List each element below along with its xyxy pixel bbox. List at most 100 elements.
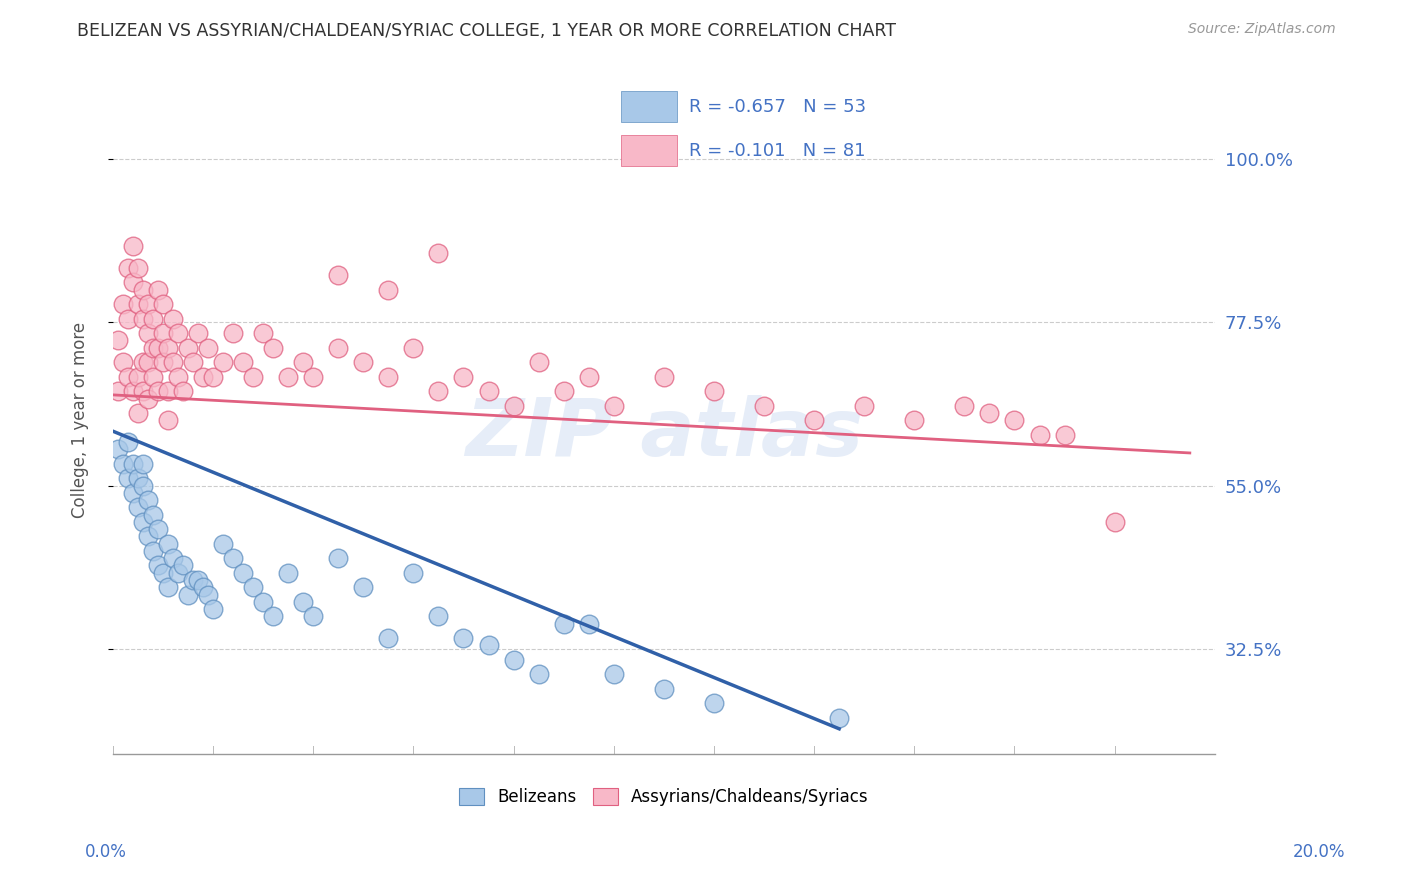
Point [262,341,284,355]
Point [152,566,174,580]
Point [377,369,399,384]
Point [132,478,155,492]
Point [352,355,374,369]
Point [377,631,399,645]
Point [828,711,851,725]
Point [172,558,194,573]
Point [122,384,145,399]
Point [603,399,626,413]
Point [152,297,174,311]
Point [603,667,626,681]
FancyBboxPatch shape [621,91,676,122]
Point [132,384,155,399]
Legend: Belizeans, Assyrians/Chaldeans/Syriacs: Belizeans, Assyrians/Chaldeans/Syriacs [453,781,876,813]
Point [136,355,159,369]
Point [136,392,159,406]
Point [146,341,169,355]
Point [142,311,165,326]
Point [167,326,190,341]
Point [277,566,299,580]
Point [903,413,925,427]
Point [277,369,299,384]
Point [122,239,145,253]
Point [142,369,165,384]
Point [328,551,350,566]
Point [477,638,499,652]
Point [156,580,179,594]
Point [107,334,129,348]
Point [979,406,1001,420]
Point [652,681,675,696]
Point [578,616,600,631]
Point [427,609,450,624]
Point [1028,427,1050,442]
Point [252,595,274,609]
Point [191,369,214,384]
Point [1104,515,1126,529]
Point [652,369,675,384]
Point [156,413,179,427]
Point [142,508,165,522]
Point [427,384,450,399]
Point [197,341,219,355]
Point [302,369,325,384]
Point [136,493,159,508]
Point [232,355,254,369]
Point [162,551,184,566]
Point [117,435,139,450]
Point [502,653,524,667]
Point [177,587,200,601]
Point [127,297,149,311]
Point [222,326,245,341]
Point [127,500,149,515]
Point [187,573,209,587]
Point [111,355,134,369]
Point [292,595,315,609]
Point [152,326,174,341]
Point [167,369,190,384]
Point [132,457,155,471]
Point [853,399,876,413]
Point [242,369,264,384]
Point [1053,427,1076,442]
Point [117,369,139,384]
Point [578,369,600,384]
Point [328,268,350,282]
Point [453,369,475,384]
Point [402,566,425,580]
Point [553,616,575,631]
Point [156,341,179,355]
Point [292,355,315,369]
Point [232,566,254,580]
Point [427,246,450,260]
Point [152,355,174,369]
Point [162,311,184,326]
Point [352,580,374,594]
Point [262,609,284,624]
Y-axis label: College, 1 year or more: College, 1 year or more [72,322,89,518]
Point [127,471,149,485]
Point [302,609,325,624]
Point [553,384,575,399]
Point [167,566,190,580]
Point [953,399,976,413]
Point [117,471,139,485]
Point [146,283,169,297]
Point [127,406,149,420]
Point [156,537,179,551]
Point [191,580,214,594]
FancyBboxPatch shape [621,136,676,166]
Text: ZIP atlas: ZIP atlas [465,394,863,473]
Point [752,399,775,413]
Point [136,297,159,311]
Point [127,369,149,384]
Point [142,544,165,558]
Point [177,341,200,355]
Point [252,326,274,341]
Point [132,283,155,297]
Point [122,457,145,471]
Point [402,341,425,355]
Point [1004,413,1026,427]
Text: 0.0%: 0.0% [84,843,127,861]
Text: Source: ZipAtlas.com: Source: ZipAtlas.com [1188,22,1336,37]
